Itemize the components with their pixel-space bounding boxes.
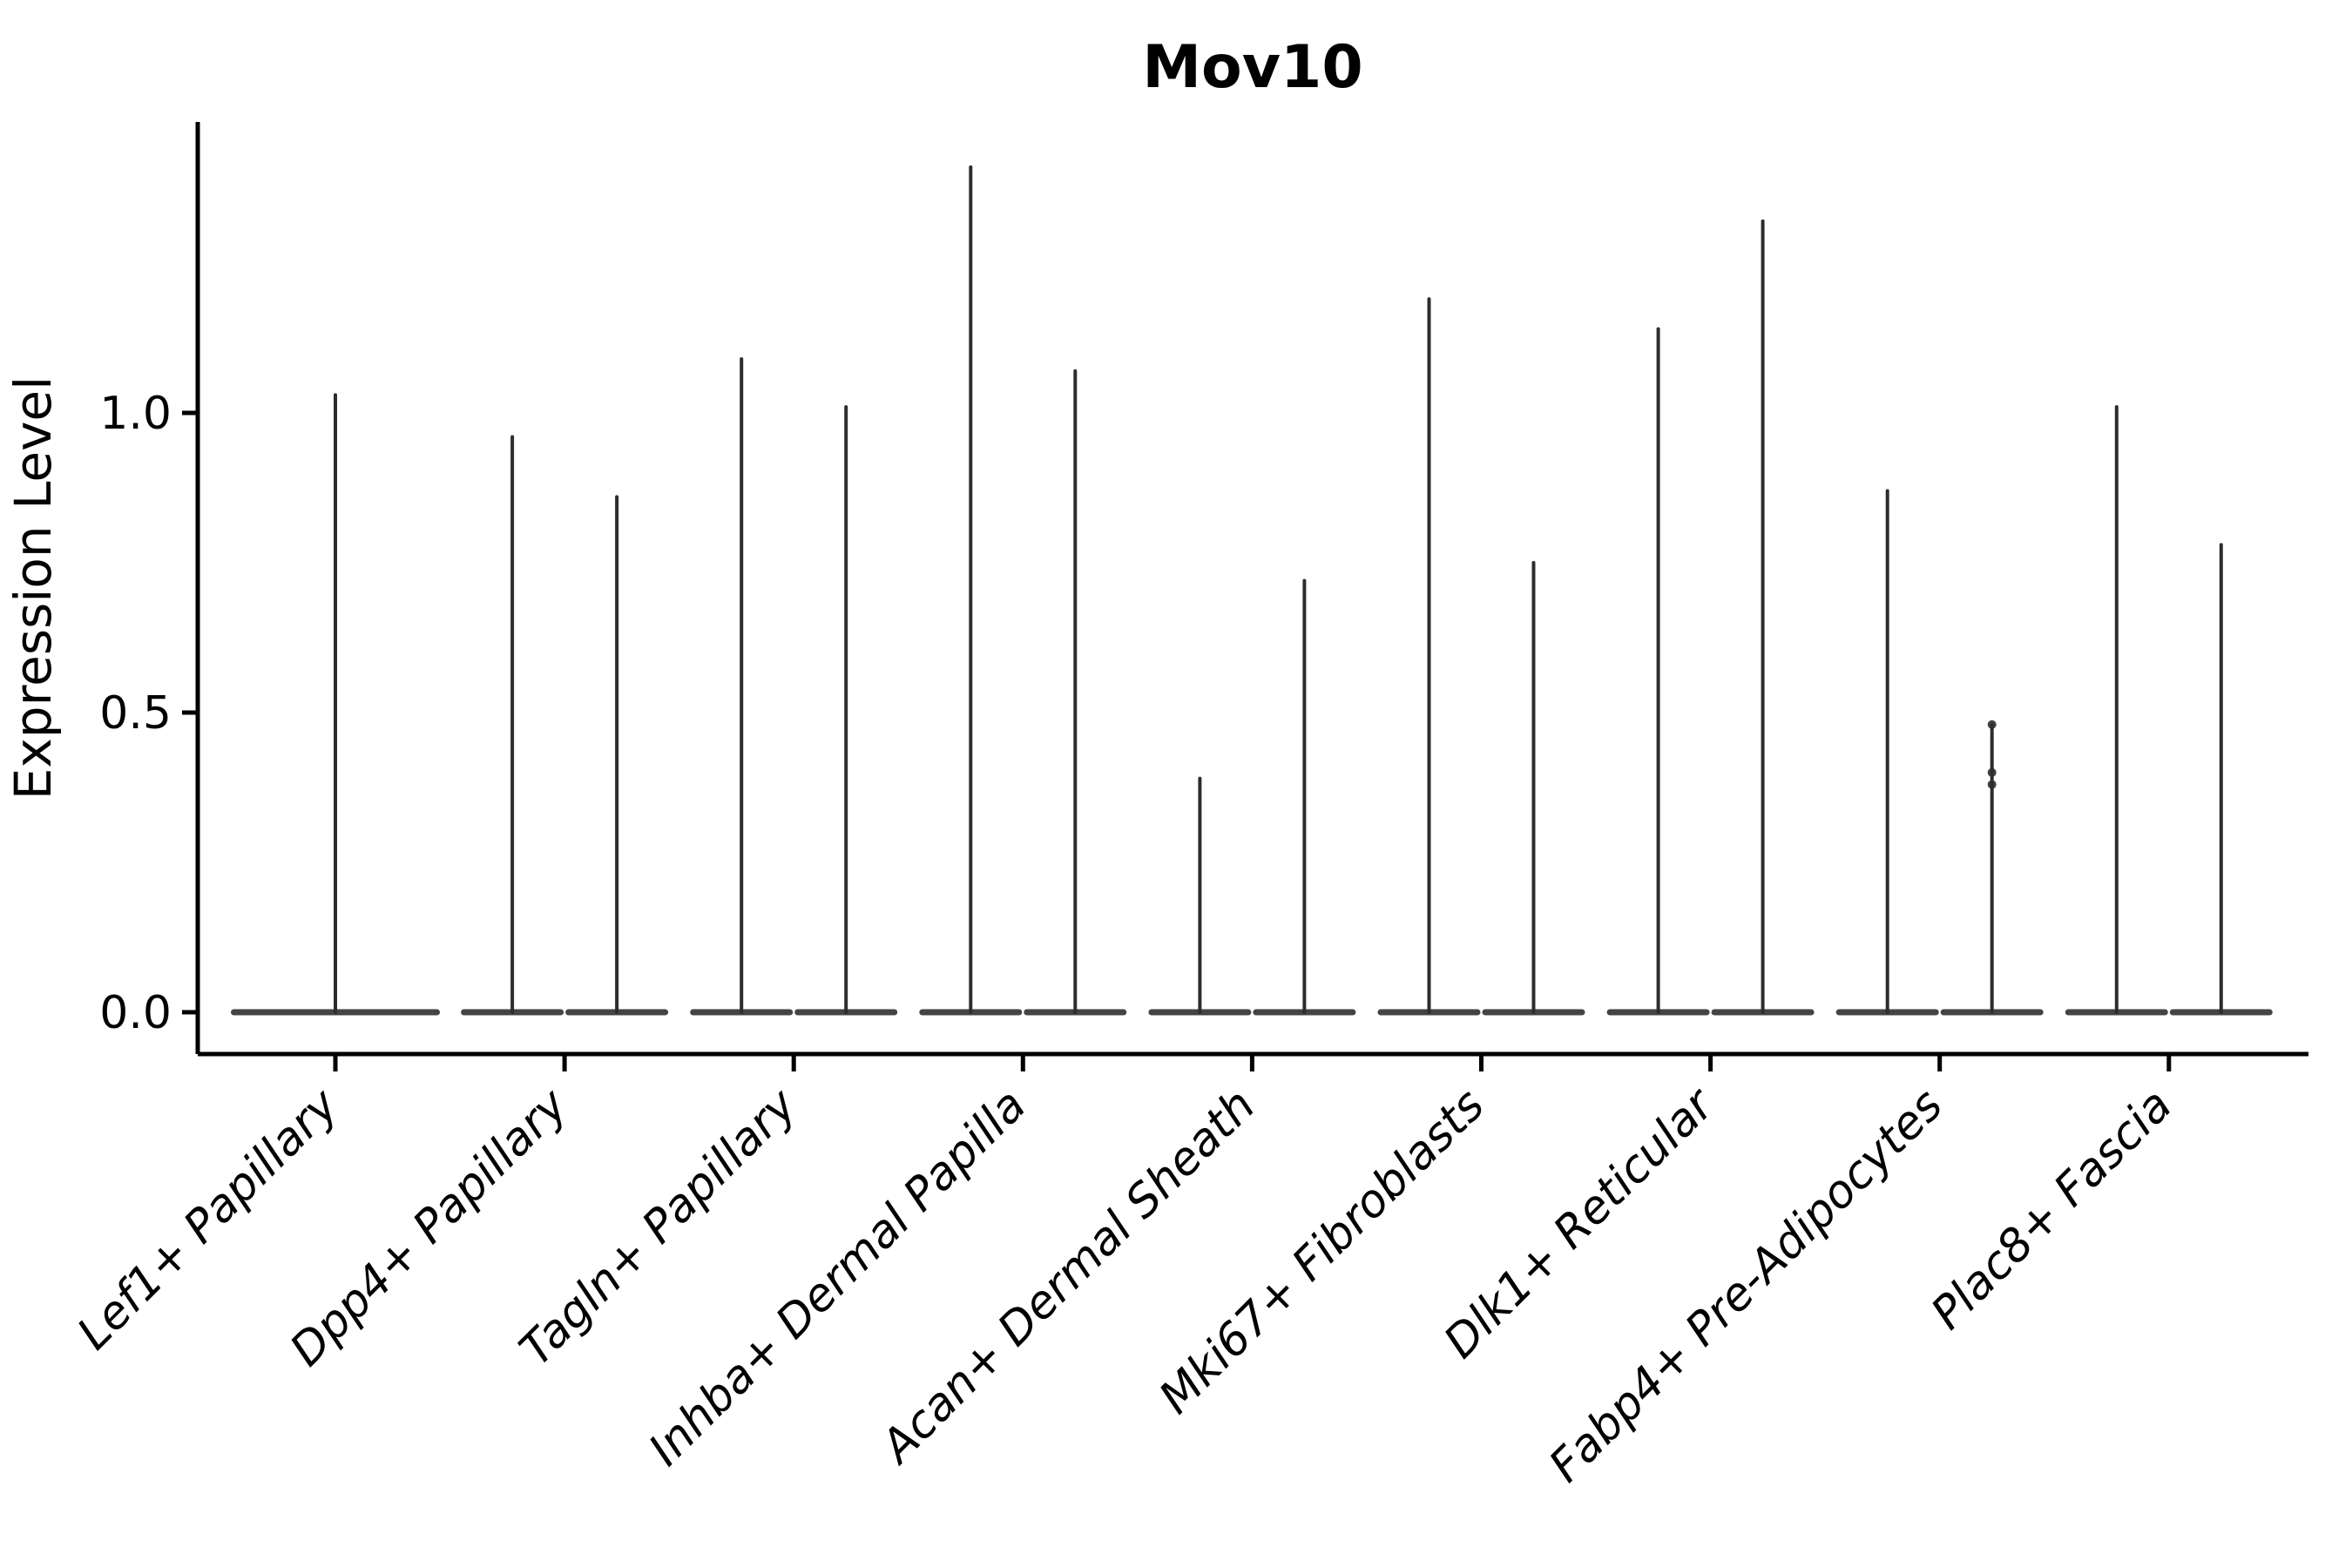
x-tick-label: Inhba+ Dermal Papilla: [639, 1079, 1037, 1477]
violin-3-1: [1024, 368, 1127, 1016]
violin-point: [1987, 720, 1997, 729]
violin-4-1: [1253, 578, 1356, 1016]
violin-4-0: [1148, 776, 1252, 1016]
x-tick-label: Fabp4+ Pre-Adipocytes: [1539, 1079, 1953, 1493]
violin-5-1: [1482, 561, 1585, 1016]
chart-title: Mov10: [1142, 33, 1362, 102]
x-tick-label: Acan+ Dermal Sheath: [870, 1079, 1266, 1475]
violin-2-1: [794, 405, 898, 1016]
violin-6-1: [1711, 219, 1815, 1016]
violin-1-1: [565, 495, 669, 1016]
violin-2-0: [690, 357, 794, 1016]
violin-point: [1987, 767, 1997, 777]
violin-7-0: [1835, 489, 1939, 1016]
violin-6-0: [1606, 327, 1710, 1016]
y-axis-label: Expression Level: [3, 376, 63, 800]
violin-5-0: [1377, 297, 1481, 1016]
violin-3-0: [919, 165, 1023, 1016]
violin-8-0: [2065, 405, 2168, 1016]
y-tick-label: 0.0: [99, 987, 172, 1039]
y-axis: 0.0 0.5 1.0: [99, 388, 198, 1039]
violins: [231, 165, 2273, 1016]
violin-7-1: [1940, 720, 2044, 1016]
violin-point: [1987, 780, 1997, 789]
x-tick-label: Plac8+ Fascia: [1922, 1079, 2182, 1340]
y-tick-label: 0.5: [99, 687, 172, 740]
y-tick-label: 1.0: [99, 388, 172, 440]
violin-8-1: [2169, 543, 2273, 1016]
violin-1-0: [461, 435, 564, 1016]
violin-0-0: [231, 393, 440, 1016]
